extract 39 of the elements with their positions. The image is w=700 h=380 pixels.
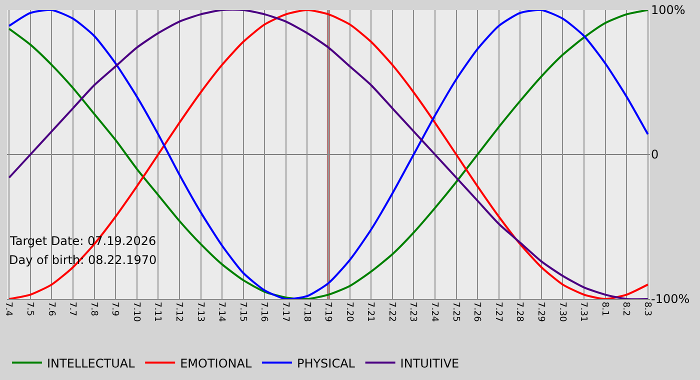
legend-label: EMOTIONAL — [180, 356, 252, 370]
x-tick-label: 7.25 — [450, 302, 460, 322]
x-tick-label: 7.7 — [67, 302, 78, 316]
x-tick-label: 7.30 — [556, 302, 567, 322]
x-tick-label: 7.27 — [492, 302, 503, 322]
x-tick-label: 7.22 — [386, 302, 396, 322]
x-tick-label: 7.21 — [365, 302, 376, 322]
x-tick-label: 7.14 — [216, 302, 226, 322]
x-tick-label: 7.29 — [535, 302, 546, 322]
x-tick-label: 8.2 — [620, 302, 631, 316]
x-tick-label: 7.31 — [578, 302, 588, 322]
x-tick-label: 7.15 — [237, 302, 248, 322]
x-tick-label: 7.16 — [258, 302, 269, 322]
x-tick-label: 7.17 — [280, 302, 290, 322]
x-tick-label: 7.11 — [152, 302, 162, 322]
x-tick-label: 7.24 — [429, 302, 440, 322]
x-tick-label: 8.3 — [642, 302, 652, 316]
x-tick-label: 7.12 — [174, 302, 184, 322]
y-tick-label: -100% — [651, 292, 690, 306]
x-tick-label: 7.6 — [46, 302, 56, 316]
x-tick-label: 8.1 — [599, 302, 610, 316]
x-tick-label: 7.8 — [88, 302, 98, 316]
x-tick-label: 7.26 — [472, 302, 482, 322]
y-tick-label: 100% — [651, 3, 686, 18]
legend-label: PHYSICAL — [296, 356, 356, 370]
x-tick-label: 7.18 — [301, 302, 312, 322]
x-tick-label: 7.4 — [3, 302, 14, 316]
legend-label: INTUITIVE — [400, 356, 460, 370]
x-tick-label: 7.10 — [130, 302, 141, 322]
x-tick-label: 7.13 — [194, 302, 205, 322]
x-tick-label: 7.20 — [344, 302, 354, 322]
x-tick-label: 7.23 — [408, 302, 418, 322]
y-tick-label: 0 — [651, 148, 659, 162]
legend-label: INTELLECTUAL — [47, 356, 136, 370]
x-tick-label: 7.5 — [24, 302, 34, 316]
x-tick-label: 7.19 — [322, 302, 333, 322]
x-tick-label: 7.9 — [110, 302, 120, 316]
line-series — [8, 10, 649, 299]
x-tick-label: 7.28 — [514, 302, 524, 322]
